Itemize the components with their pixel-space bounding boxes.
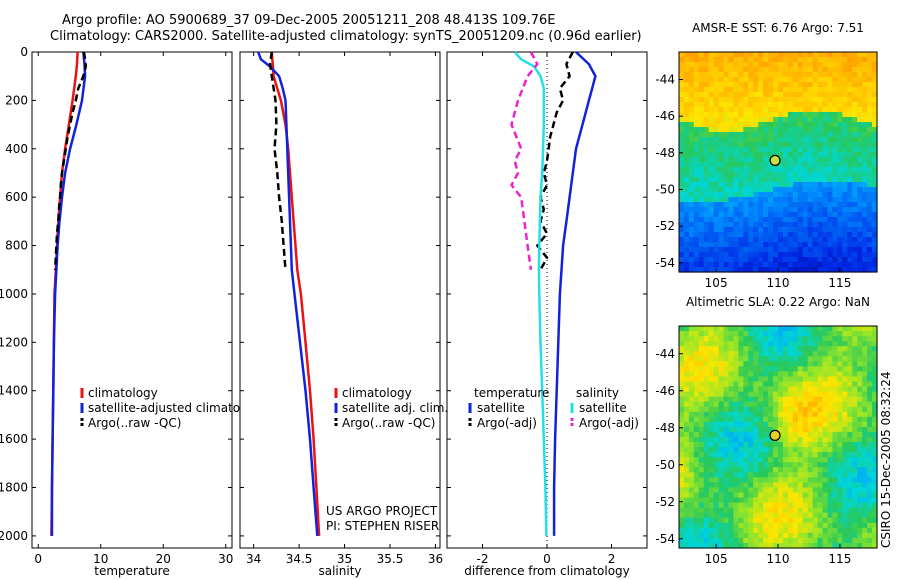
sla-map-xtick-label: 115 [828, 552, 851, 566]
difference-xtick-label: 0 [543, 552, 551, 566]
temperature-ytick-label: 200 [5, 93, 28, 107]
temperature-xtick-label: 30 [218, 552, 233, 566]
temperature-legend-label: Argo(..raw -QC) [88, 416, 181, 430]
sst-map-title: AMSR-E SST: 6.76 Argo: 7.51 [692, 21, 864, 35]
salinity-plot-area [239, 51, 441, 549]
csiro-timestamp: CSIRO 15-Dec-2005 08:32:24 [879, 371, 893, 548]
temperature-plot-area [31, 51, 233, 549]
sst-map-ytick-label: -44 [655, 73, 675, 87]
sla-map-ytick-label: -48 [655, 421, 675, 435]
salinity-xtick-label: 36 [428, 552, 443, 566]
temperature-xtick-label: 0 [34, 552, 42, 566]
sst-map-chart: -44 -46 -48 -50 -52 -54 105 110 115 AMSR-E SST: 6… [655, 21, 878, 290]
temperature-legend-label: climatology [88, 386, 158, 400]
sla-map-heatmap-cells [679, 326, 878, 549]
salinity-xtick-label: 34 [246, 552, 261, 566]
temperature-ytick-label: 0 [20, 45, 28, 59]
temperature-xlabel: temperature [94, 564, 169, 578]
salinity-legend-label: climatology [342, 386, 412, 400]
difference-xtick-label: -2 [476, 552, 488, 566]
temperature-ytick-label: 1200 [0, 335, 28, 349]
salinity-legend-label: Argo(..raw -QC) [342, 416, 435, 430]
sla-map-ytick-label: -52 [655, 495, 675, 509]
figure-title-line1: Argo profile: AO 5900689_37 09-Dec-2005 … [62, 13, 556, 28]
temperature-ytick-label: 1000 [0, 287, 28, 301]
sla-map-ytick-label: -54 [655, 532, 675, 546]
temperature-series-argo-raw-qc [53, 51, 88, 270]
salinity-annotation: PI: STEPHEN RISER [326, 519, 439, 533]
sst-map-ytick-label: -48 [655, 146, 675, 160]
temperature-ytick-label: 800 [5, 239, 28, 253]
sla-map-xtick-label: 110 [767, 552, 790, 566]
sst-map-ytick-label: -54 [655, 256, 675, 270]
difference-xtick-label: 2 [608, 552, 616, 566]
difference-legend-header: salinity [576, 386, 619, 400]
salinity-annotation: US ARGO PROJECT [326, 504, 438, 518]
salinity-series-satellite-adj-clim [257, 51, 319, 536]
difference-legend-label: satellite [477, 401, 525, 415]
difference-series-temperature-satellite [552, 51, 597, 536]
temperature-xtick-label: 20 [156, 552, 171, 566]
salinity-xtick-label: 35.5 [377, 552, 404, 566]
difference-xlabel: difference from climatology [464, 564, 630, 578]
salinity-series-argo-raw-qc [268, 51, 287, 270]
difference-legend-label: Argo(-adj) [579, 416, 639, 430]
sst-map-xtick-label: 110 [767, 276, 790, 290]
sst-map-xtick-label: 115 [828, 276, 851, 290]
salinity-xlabel: salinity [318, 564, 361, 578]
temperature-ytick-label: 400 [5, 142, 28, 156]
sla-map-chart: -44 -46 -48 -50 -52 -54 105 110 115 Altimetric SL… [655, 295, 878, 566]
difference-legend-header: temperature [474, 386, 549, 400]
sst-map-heatmap-cells [679, 52, 878, 273]
temperature-ytick-label: 2000 [0, 529, 28, 543]
sst-map-xtick-label: 105 [705, 276, 728, 290]
salinity-xtick-label: 35 [337, 552, 352, 566]
sla-map-xtick-label: 105 [705, 552, 728, 566]
sla-map-ytick-label: -50 [655, 458, 675, 472]
sla-map-title: Altimetric SLA: 0.22 Argo: NaN [686, 295, 870, 309]
sst-map-ytick-label: -46 [655, 109, 675, 123]
sst-map-argo-marker [769, 154, 781, 167]
temperature-xtick-label: 10 [93, 552, 108, 566]
difference-legend-label: satellite [579, 401, 627, 415]
temperature-ytick-label: 1600 [0, 432, 28, 446]
sla-map-ytick-label: -44 [655, 347, 675, 361]
salinity-series-climatology [270, 51, 321, 536]
temperature-ytick-label: 1400 [0, 384, 28, 398]
difference-legend-label: Argo(-adj) [477, 416, 537, 430]
salinity-profile-chart: 34 34.5 35 35.5 36 salinity climatologysatelli… [239, 51, 448, 578]
sla-map-ytick-label: -46 [655, 384, 675, 398]
sst-map-ytick-label: -50 [655, 183, 675, 197]
temperature-series-satellite-adjusted-climatology [50, 51, 87, 536]
figure-title-line2: Climatology: CARS2000. Satellite-adjuste… [50, 29, 642, 44]
temperature-profile-chart: 0 200 400 600 800 1000 1200 1400 1600 1800 2000 0 10… [0, 45, 266, 578]
sla-map-argo-marker [769, 429, 781, 441]
difference-series-salinity-satellite [513, 51, 548, 536]
salinity-xtick-label: 34.5 [286, 552, 313, 566]
temperature-legend-label: satellite-adjusted climatology [88, 401, 266, 415]
temperature-ytick-label: 1800 [0, 481, 28, 495]
temperature-ytick-label: 600 [5, 190, 28, 204]
salinity-legend-label: satellite adj. clim. [342, 401, 448, 415]
sst-map-ytick-label: -52 [655, 219, 675, 233]
